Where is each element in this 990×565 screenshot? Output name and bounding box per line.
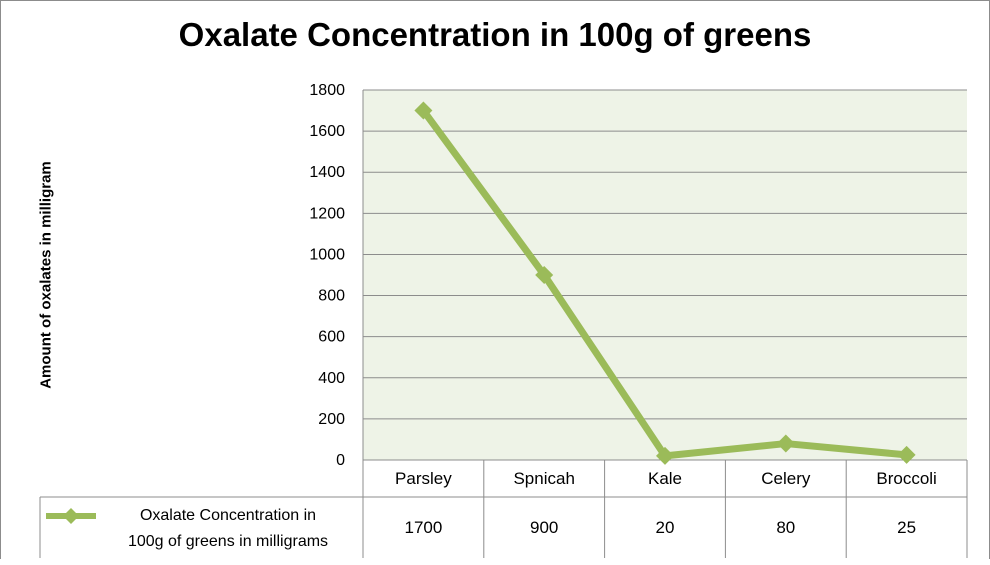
y-tick-label: 1000	[309, 246, 345, 263]
y-tick-label: 400	[318, 370, 345, 387]
legend-marker	[63, 508, 79, 524]
y-tick-label: 600	[318, 329, 345, 346]
x-category-label: Parsley	[395, 469, 452, 488]
y-tick-label: 1200	[309, 205, 345, 222]
y-tick-label: 800	[318, 288, 345, 305]
data-point	[535, 266, 554, 284]
data-point	[897, 445, 916, 464]
data-label: 900	[530, 518, 558, 537]
data-point	[414, 101, 433, 120]
y-tick-label: 200	[318, 411, 345, 428]
x-category-label: Spnicah	[513, 469, 574, 488]
data-point	[656, 446, 674, 465]
data-label: 20	[656, 518, 675, 537]
y-tick-label: 0	[336, 452, 345, 469]
legend-label: 100g of greens in milligrams	[128, 533, 328, 550]
data-label: 25	[897, 518, 916, 537]
y-tick-label: 1800	[309, 82, 345, 99]
legend-label: Oxalate Concentration in	[140, 507, 316, 524]
x-category-label: Broccoli	[876, 469, 936, 488]
data-label: 1700	[404, 518, 442, 537]
x-category-label: Kale	[648, 469, 682, 488]
data-label: 80	[776, 518, 795, 537]
chart-title: Oxalate Concentration in 100g of greens	[178, 16, 812, 53]
data-point	[776, 434, 795, 453]
y-tick-label: 1600	[309, 123, 345, 140]
x-category-label: Celery	[761, 469, 811, 488]
plot-background	[363, 90, 967, 460]
y-tick-label: 1400	[309, 164, 345, 181]
y-axis-label: Amount of oxalates in milligram	[37, 161, 55, 389]
